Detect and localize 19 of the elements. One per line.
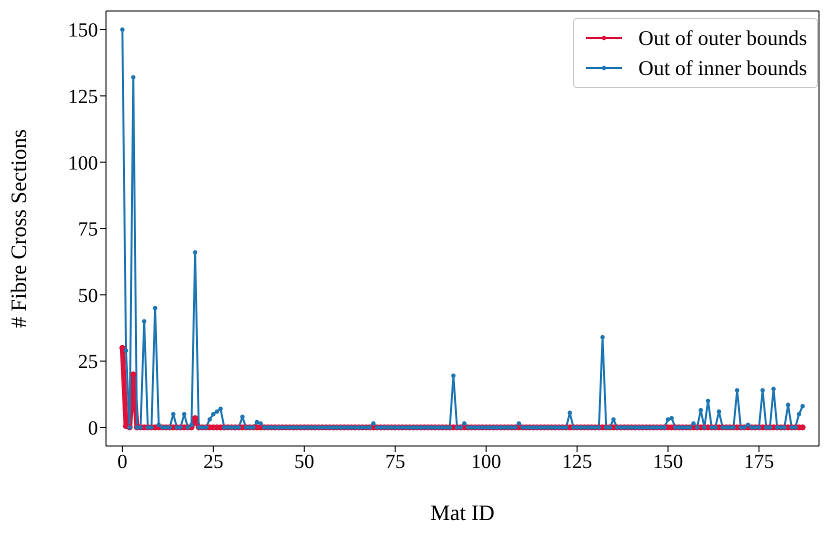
x-axis-title: Mat ID (430, 500, 495, 525)
y-tick-label: 150 (68, 20, 98, 42)
x-tick-label: 50 (294, 451, 314, 474)
x-tick-label: 75 (385, 451, 406, 474)
y-tick-label: 0 (88, 418, 98, 440)
legend-label: Out of outer bounds (638, 25, 807, 52)
y-tick-label: 25 (78, 351, 98, 374)
x-tick-label: 100 (471, 451, 502, 474)
y-tick-label: 100 (68, 152, 98, 174)
legend-label: Out of inner bounds (638, 55, 807, 82)
x-tick-label: 0 (117, 451, 128, 474)
x-tick-label: 125 (562, 451, 592, 474)
y-tick-label: 125 (68, 86, 98, 108)
y-tick-label: 50 (78, 284, 98, 307)
x-tick-label: 150 (653, 451, 684, 474)
y-tick-label: 75 (78, 218, 98, 241)
x-tick-label: 175 (744, 451, 774, 474)
x-tick-label: 25 (203, 451, 224, 474)
y-axis-title: # Fibre Cross Sections (6, 129, 31, 328)
